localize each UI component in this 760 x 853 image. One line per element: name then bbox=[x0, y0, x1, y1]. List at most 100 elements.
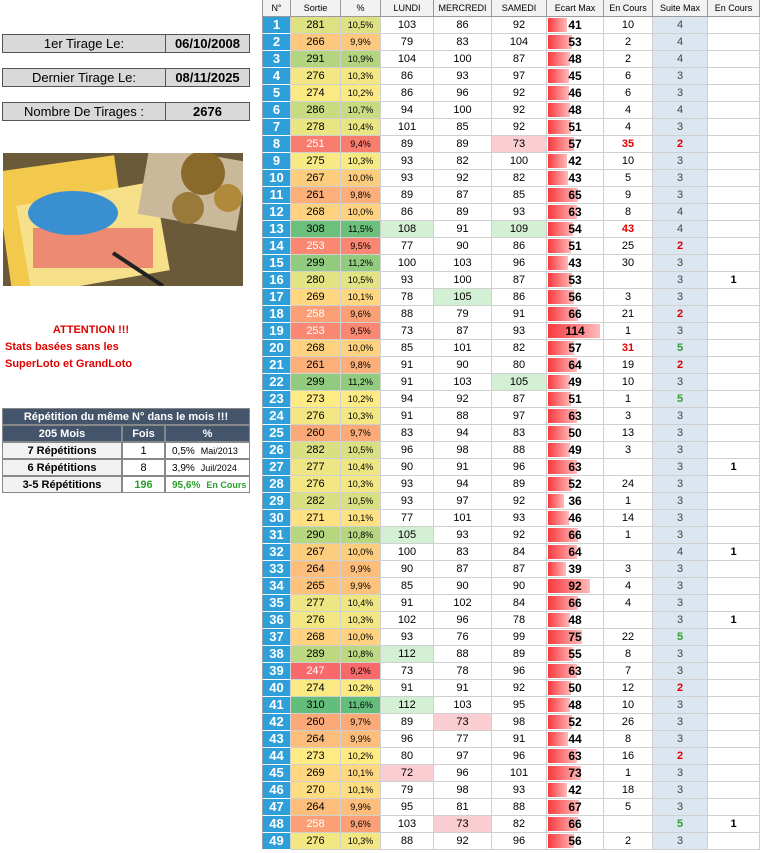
en-cours: 4 bbox=[604, 578, 653, 595]
ecart-bar bbox=[548, 171, 568, 185]
repetition-header: % bbox=[165, 425, 250, 442]
ecart-max-cell: 57 bbox=[547, 136, 604, 153]
lundi: 112 bbox=[381, 646, 434, 663]
suite-max: 3 bbox=[653, 697, 708, 714]
ecart-value: 56 bbox=[568, 834, 582, 848]
suite-en-cours bbox=[708, 408, 760, 425]
suite-en-cours bbox=[708, 442, 760, 459]
ecart-max-cell: 44 bbox=[547, 731, 604, 748]
ecart-bar bbox=[548, 817, 579, 831]
en-cours: 10 bbox=[604, 374, 653, 391]
mercredi: 91 bbox=[434, 459, 492, 476]
sortie: 268 bbox=[291, 204, 341, 221]
en-cours: 2 bbox=[604, 51, 653, 68]
percent: 10,4% bbox=[341, 595, 381, 612]
suite-en-cours bbox=[708, 85, 760, 102]
en-cours: 5 bbox=[604, 799, 653, 816]
suite-max: 4 bbox=[653, 204, 708, 221]
suite-en-cours bbox=[708, 680, 760, 697]
samedi: 92 bbox=[492, 493, 547, 510]
en-cours: 1 bbox=[604, 527, 653, 544]
suite-max: 4 bbox=[653, 221, 708, 238]
number: 48 bbox=[262, 816, 291, 833]
lundi: 93 bbox=[381, 493, 434, 510]
samedi: 86 bbox=[492, 238, 547, 255]
lundi: 100 bbox=[381, 544, 434, 561]
mercredi: 98 bbox=[434, 442, 492, 459]
mercredi: 92 bbox=[434, 391, 492, 408]
samedi: 85 bbox=[492, 187, 547, 204]
percent: 10,2% bbox=[341, 748, 381, 765]
percent: 9,5% bbox=[341, 238, 381, 255]
ecart-max-cell: 48 bbox=[547, 51, 604, 68]
ecart-value: 43 bbox=[568, 171, 582, 185]
percent: 10,5% bbox=[341, 17, 381, 34]
lundi: 96 bbox=[381, 442, 434, 459]
en-cours: 18 bbox=[604, 782, 653, 799]
repetition-count: 8 bbox=[122, 459, 165, 476]
percent: 9,2% bbox=[341, 663, 381, 680]
ecart-max-cell: 46 bbox=[547, 85, 604, 102]
ecart-bar bbox=[548, 103, 570, 117]
number: 20 bbox=[262, 340, 291, 357]
lundi: 78 bbox=[381, 289, 434, 306]
ecart-bar bbox=[548, 324, 600, 338]
lundi: 91 bbox=[381, 680, 434, 697]
ecart-max-cell: 54 bbox=[547, 221, 604, 238]
ecart-bar bbox=[548, 783, 568, 797]
percent: 3,9% bbox=[172, 463, 195, 474]
ecart-max-cell: 51 bbox=[547, 238, 604, 255]
ecart-value: 114 bbox=[565, 324, 585, 338]
ecart-bar bbox=[548, 239, 572, 253]
number: 44 bbox=[262, 748, 291, 765]
ecart-bar bbox=[548, 409, 577, 423]
number: 33 bbox=[262, 561, 291, 578]
suite-en-cours: 1 bbox=[708, 459, 760, 476]
lundi: 108 bbox=[381, 221, 434, 238]
suite-en-cours bbox=[708, 51, 760, 68]
ecart-max-cell: 55 bbox=[547, 646, 604, 663]
ecart-max-cell: 63 bbox=[547, 748, 604, 765]
ecart-bar bbox=[548, 596, 579, 610]
suite-en-cours bbox=[708, 629, 760, 646]
lundi: 90 bbox=[381, 459, 434, 476]
suite-en-cours bbox=[708, 34, 760, 51]
percent: 0,5% bbox=[172, 446, 195, 457]
mercredi: 94 bbox=[434, 425, 492, 442]
ecart-value: 52 bbox=[568, 715, 582, 729]
info-label: Nombre De Tirages : bbox=[2, 102, 166, 121]
mercredi: 87 bbox=[434, 187, 492, 204]
sortie: 260 bbox=[291, 714, 341, 731]
lundi: 85 bbox=[381, 578, 434, 595]
sortie: 267 bbox=[291, 544, 341, 561]
suite-max: 3 bbox=[653, 119, 708, 136]
number: 47 bbox=[262, 799, 291, 816]
ecart-bar bbox=[548, 52, 570, 66]
number: 32 bbox=[262, 544, 291, 561]
mercredi: 98 bbox=[434, 782, 492, 799]
suite-max: 3 bbox=[653, 323, 708, 340]
samedi: 82 bbox=[492, 170, 547, 187]
suite-max: 5 bbox=[653, 391, 708, 408]
column-header: En Cours bbox=[708, 0, 760, 17]
sortie: 290 bbox=[291, 527, 341, 544]
mercredi: 90 bbox=[434, 238, 492, 255]
mercredi: 79 bbox=[434, 306, 492, 323]
samedi: 93 bbox=[492, 510, 547, 527]
sortie: 271 bbox=[291, 510, 341, 527]
sortie: 265 bbox=[291, 578, 341, 595]
suite-max: 3 bbox=[653, 68, 708, 85]
number: 19 bbox=[262, 323, 291, 340]
en-cours: 21 bbox=[604, 306, 653, 323]
percent: 10,5% bbox=[341, 442, 381, 459]
samedi: 78 bbox=[492, 612, 547, 629]
ecart-bar bbox=[548, 256, 568, 270]
percent: 10,4% bbox=[341, 119, 381, 136]
suite-en-cours bbox=[708, 561, 760, 578]
suite-en-cours bbox=[708, 833, 760, 850]
lundi: 73 bbox=[381, 663, 434, 680]
suite-en-cours bbox=[708, 153, 760, 170]
repetition-count: 196 bbox=[122, 476, 165, 493]
suite-max: 5 bbox=[653, 816, 708, 833]
